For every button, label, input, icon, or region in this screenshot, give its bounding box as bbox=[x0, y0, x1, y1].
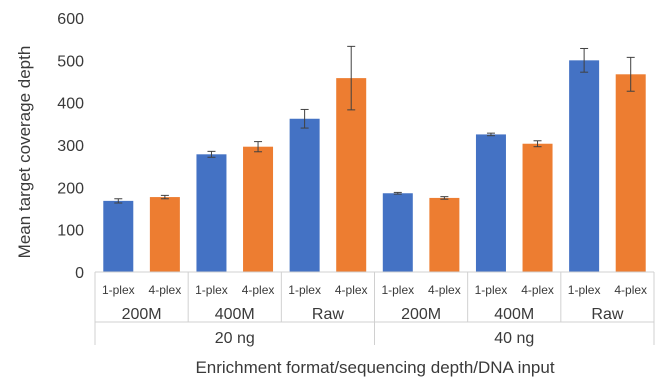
error-bars bbox=[114, 45, 635, 204]
bar bbox=[103, 200, 134, 272]
category-label: 4-plex bbox=[521, 283, 554, 297]
bar bbox=[429, 197, 460, 272]
y-tick-label: 300 bbox=[57, 138, 84, 155]
category-label: 1-plex bbox=[195, 283, 228, 297]
bar bbox=[196, 154, 227, 272]
bars bbox=[103, 60, 646, 273]
bar bbox=[336, 78, 367, 272]
bar bbox=[243, 146, 274, 272]
category-label: 4-plex bbox=[335, 283, 368, 297]
y-tick-label: 0 bbox=[75, 265, 84, 282]
category-label: 4-plex bbox=[614, 283, 647, 297]
depth-group-label: 200M bbox=[401, 306, 441, 323]
input-group-label: 20 ng bbox=[215, 330, 255, 347]
category-label: 1-plex bbox=[381, 283, 414, 297]
input-group-label: 40 ng bbox=[494, 330, 534, 347]
bar bbox=[149, 197, 180, 272]
y-tick-label: 600 bbox=[57, 11, 84, 28]
y-tick-label: 500 bbox=[57, 53, 84, 70]
category-label: 1-plex bbox=[102, 283, 135, 297]
bar bbox=[615, 74, 646, 272]
category-label: 1-plex bbox=[288, 283, 321, 297]
bar bbox=[522, 143, 553, 272]
bar bbox=[569, 60, 600, 273]
depth-group-label: 400M bbox=[494, 306, 534, 323]
category-label: 4-plex bbox=[428, 283, 461, 297]
y-tick-label: 100 bbox=[57, 223, 84, 240]
depth-group-label: Raw bbox=[591, 306, 623, 323]
category-label: 4-plex bbox=[242, 283, 275, 297]
depth-group-label: Raw bbox=[312, 306, 344, 323]
category-label: 4-plex bbox=[149, 283, 182, 297]
depth-group-label: 400M bbox=[215, 306, 255, 323]
bar bbox=[382, 193, 413, 272]
category-label: 1-plex bbox=[568, 283, 601, 297]
y-axis-ticks: 0 100 200 300 400 500 600 bbox=[57, 11, 84, 282]
x-axis-title: Enrichment format/sequencing depth/DNA i… bbox=[195, 358, 554, 377]
bar bbox=[475, 134, 506, 272]
y-tick-label: 400 bbox=[57, 96, 84, 113]
y-axis-title: Mean target coverage depth bbox=[15, 46, 34, 259]
bar bbox=[289, 118, 320, 273]
category-label: 1-plex bbox=[475, 283, 508, 297]
x-axis: 1-plex 4-plex 1-plex 4-plex 1-plex 4-plex 1-pl… bbox=[94, 271, 655, 347]
y-tick-label: 200 bbox=[57, 180, 84, 197]
depth-group-label: 200M bbox=[122, 306, 162, 323]
